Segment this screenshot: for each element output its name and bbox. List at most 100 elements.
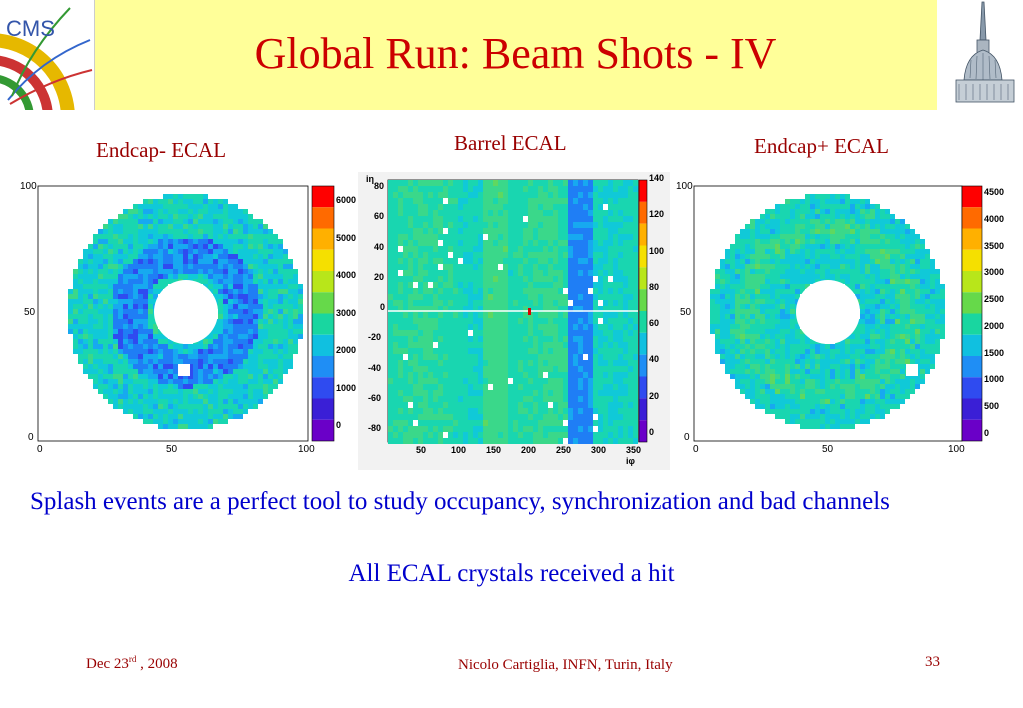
heatmap-cell [910, 304, 915, 309]
heatmap-cell [93, 259, 98, 264]
heatmap-cell [153, 394, 158, 399]
endcap-plus-plot: 100 50 0 0 50 100 4500 4000 3500 3000 2500 20… [676, 178, 1004, 460]
heatmap-cell [905, 259, 910, 264]
heatmap-cell [810, 274, 815, 279]
heatmap-cell [388, 198, 393, 204]
heatmap-cell [473, 324, 478, 330]
heatmap-cell [578, 330, 583, 336]
heatmap-cell [248, 234, 253, 239]
heatmap-cell [593, 228, 598, 234]
heatmap-cell [543, 330, 548, 336]
heatmap-cell [825, 199, 830, 204]
heatmap-cell [213, 374, 218, 379]
heatmap-cell [393, 432, 398, 438]
heatmap-cell [633, 288, 638, 294]
heatmap-cell [750, 244, 755, 249]
heatmap-cell [293, 344, 298, 349]
heatmap-cell [273, 324, 278, 329]
heatmap-cell [183, 254, 188, 259]
heatmap-cell [735, 254, 740, 259]
heatmap-cell [198, 259, 203, 264]
heatmap-cell [563, 222, 568, 228]
heatmap-cell [433, 240, 438, 246]
heatmap-cell [498, 276, 503, 282]
heatmap-cell [418, 318, 423, 324]
heatmap-cell [193, 194, 198, 199]
heatmap-cell [408, 216, 413, 222]
heatmap-cell [443, 270, 448, 276]
heatmap-cell [900, 289, 905, 294]
heatmap-cell [740, 284, 745, 289]
heatmap-cell [598, 276, 603, 282]
heatmap-cell [143, 294, 148, 299]
heatmap-cell [458, 402, 463, 408]
heatmap-cell [740, 244, 745, 249]
heatmap-cell [588, 240, 593, 246]
heatmap-cell [745, 339, 750, 344]
heatmap-cell [740, 334, 745, 339]
heatmap-cell [178, 249, 183, 254]
heatmap-cell [188, 384, 193, 389]
heatmap-cell [198, 199, 203, 204]
heatmap-cell [468, 414, 473, 420]
heatmap-cell [538, 246, 543, 252]
heatmap-cell [283, 344, 288, 349]
heatmap-cell [568, 252, 573, 258]
heatmap-cell [443, 246, 448, 252]
heatmap-cell [463, 186, 468, 192]
heatmap-cell [143, 404, 148, 409]
heatmap-cell [885, 259, 890, 264]
heatmap-cell [845, 259, 850, 264]
heatmap-cell [208, 354, 213, 359]
heatmap-cell [765, 219, 770, 224]
heatmap-cell [293, 339, 298, 344]
heatmap-cell [483, 252, 488, 258]
heatmap-cell [398, 234, 403, 240]
heatmap-cell [153, 199, 158, 204]
heatmap-cell [538, 198, 543, 204]
heatmap-cell [845, 219, 850, 224]
heatmap-cell [498, 354, 503, 360]
heatmap-cell [725, 264, 730, 269]
heatmap-cell [885, 334, 890, 339]
heatmap-cell [408, 438, 413, 444]
heatmap-cell [108, 339, 113, 344]
heatmap-cell [533, 396, 538, 402]
heatmap-cell [443, 300, 448, 306]
heatmap-cell [543, 306, 548, 312]
heatmap-cell [568, 210, 573, 216]
heatmap-cell [418, 246, 423, 252]
heatmap-cell [113, 244, 118, 249]
heatmap-cell [508, 246, 513, 252]
heatmap-cell [755, 219, 760, 224]
heatmap-cell [523, 408, 528, 414]
heatmap-cell [443, 198, 448, 204]
heatmap-cell [750, 279, 755, 284]
heatmap-cell [243, 219, 248, 224]
heatmap-cell [238, 314, 243, 319]
heatmap-cell [578, 384, 583, 390]
heatmap-cell [483, 432, 488, 438]
heatmap-cell [558, 228, 563, 234]
heatmap-cell [578, 396, 583, 402]
heatmap-cell [820, 259, 825, 264]
heatmap-cell [628, 372, 633, 378]
heatmap-cell [618, 216, 623, 222]
heatmap-cell [178, 234, 183, 239]
heatmap-cell [765, 249, 770, 254]
heatmap-cell [168, 349, 173, 354]
heatmap-cell [128, 254, 133, 259]
heatmap-cell [418, 222, 423, 228]
heatmap-cell [488, 234, 493, 240]
heatmap-cell [143, 314, 148, 319]
heatmap-cell [258, 379, 263, 384]
heatmap-cell [253, 379, 258, 384]
heatmap-cell [573, 222, 578, 228]
heatmap-cell [890, 309, 895, 314]
heatmap-cell [113, 399, 118, 404]
heatmap-cell [473, 426, 478, 432]
heatmap-cell [563, 360, 568, 366]
heatmap-cell [413, 288, 418, 294]
heatmap-cell [775, 319, 780, 324]
heatmap-cell [458, 330, 463, 336]
